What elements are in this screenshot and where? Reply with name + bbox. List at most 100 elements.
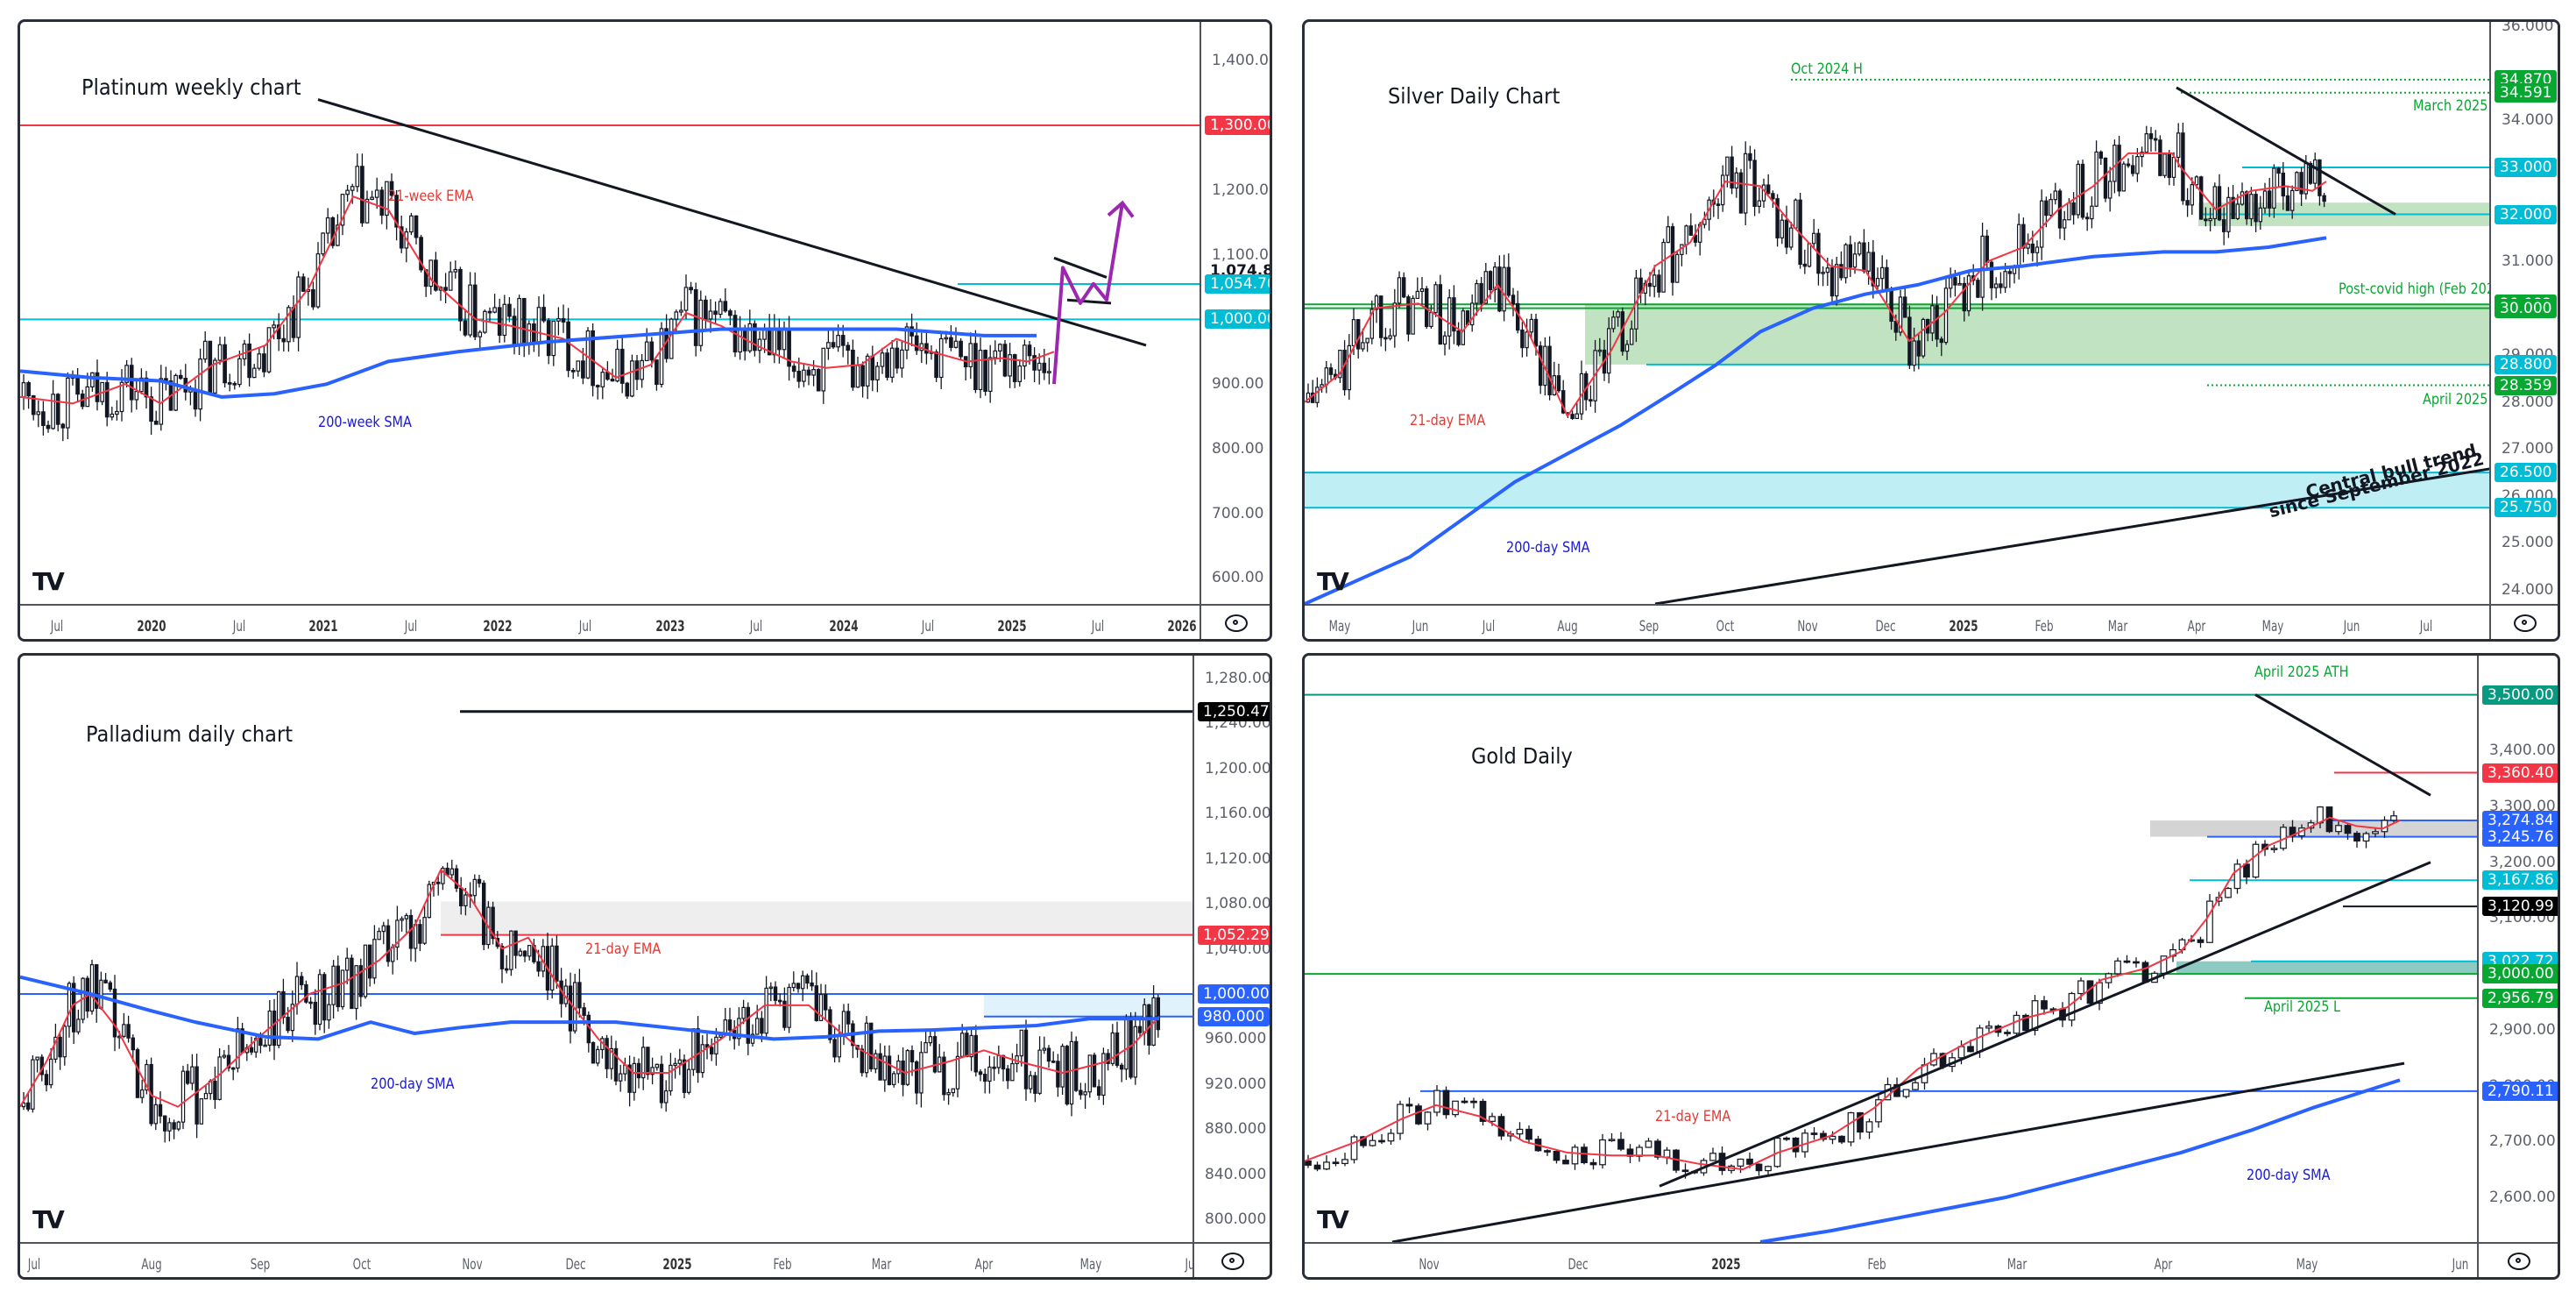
price-tag: 25.750: [2495, 498, 2558, 518]
price-tick-label: 3,200.00: [2489, 853, 2556, 871]
price-axis[interactable]: 3,400.00 3,300.00 3,200.00 3,100.00 2,900.00…: [2477, 656, 2558, 1242]
price-tag: 3,360.40: [2482, 763, 2558, 783]
chart-panel-palladium[interactable]: Palladium daily chart 21-day EMA 200-day S…: [18, 653, 1272, 1280]
chart-annotation: 21-week EMA: [388, 188, 474, 206]
price-tick-label: 880.000: [1205, 1120, 1267, 1139]
eye-settings-icon: [1221, 1253, 1244, 1270]
plot-area[interactable]: [1305, 656, 2477, 1242]
200-day-sma-line: [1305, 236, 2327, 604]
time-tick-label: Jul: [232, 618, 246, 635]
axis-settings-button[interactable]: [2477, 1242, 2558, 1277]
trendline: [1066, 298, 1112, 305]
time-tick-label: Apr: [2154, 1256, 2173, 1274]
chart-annotation: 21-day EMA: [585, 940, 662, 958]
price-tick-label: 3,400.00: [2489, 742, 2556, 760]
price-tick-label: 800.000: [1205, 1210, 1267, 1229]
tradingview-logo: TV: [1317, 567, 1349, 596]
plot-area[interactable]: [20, 656, 1192, 1242]
time-tick-label: Mar: [871, 1256, 892, 1274]
time-tick-label: 2025: [662, 1256, 692, 1274]
time-tick-label: Dec: [1568, 1256, 1589, 1274]
price-tag: 1,250.475: [1198, 701, 1270, 721]
time-tick-label: 2022: [483, 618, 513, 635]
time-tick-label: Jun: [2452, 1256, 2469, 1274]
time-tick-label: Dec: [565, 1256, 586, 1274]
chart-title: Palladium daily chart: [86, 721, 294, 747]
time-tick-label: Aug: [1557, 618, 1578, 635]
chart-annotation: Post-covid high (Feb 2021): [2339, 280, 2508, 299]
time-tick-label: Sep: [250, 1256, 271, 1274]
trendline: [1053, 256, 1108, 279]
time-tick-label: 2023: [655, 618, 685, 635]
chart-annotation: 200-day SMA: [2247, 1166, 2331, 1184]
time-tick-label: Jul: [578, 618, 592, 635]
price-tick-label: 2,900.00: [2489, 1020, 2556, 1039]
price-tick-label: 900.00: [1212, 375, 1264, 394]
price-tag: 1,054.70: [1205, 274, 1270, 295]
time-axis[interactable]: Jul Aug Sep Oct Nov Dec 2025 Feb Mar Apr May Ju: [20, 1242, 1195, 1277]
price-tag: 28.800: [2495, 354, 2558, 374]
eye-settings-icon: [1225, 614, 1248, 632]
time-tick-label: Jul: [2419, 618, 2433, 635]
price-tag: 3,120.99: [2482, 897, 2558, 917]
chart-panel-platinum[interactable]: Platinum weekly chart 21-week EMA 200-week…: [18, 19, 1272, 642]
time-tick-label: Feb: [1867, 1256, 1886, 1274]
price-tick-label: 920.000: [1205, 1075, 1267, 1093]
price-axis[interactable]: 36.00034.00031.00029.00028.00027.00026.0…: [2489, 22, 2558, 604]
trendline: [2176, 86, 2396, 216]
trendline: [1659, 861, 2431, 1188]
price-tag: 3,245.76: [2482, 827, 2558, 847]
chart-panel-silver[interactable]: Silver Daily Chart Oct 2024 H March 2025 H…: [1302, 19, 2560, 642]
price-tick-label: 1,400.00: [1212, 52, 1272, 70]
tradingview-logo: TV: [32, 567, 65, 596]
price-tick-label: 1,200.00: [1212, 181, 1272, 199]
price-tag: 34.591: [2495, 82, 2558, 103]
time-tick-label: Ju: [1185, 1256, 1195, 1274]
time-tick-label: Jul: [749, 618, 763, 635]
price-axis[interactable]: 1,280.0001,240.0001,200.0001,160.0001,12…: [1192, 656, 1271, 1242]
time-tick-label: Jul: [27, 1256, 41, 1274]
price-tick-label: 1,100.00: [1212, 245, 1272, 264]
time-axis[interactable]: Nov Dec 2025 Feb Mar Apr May Jun: [1305, 1242, 2477, 1277]
candles: [1306, 122, 2326, 421]
time-tick-label: Oct: [1716, 618, 1735, 635]
price-zone: [441, 901, 1192, 935]
21-day-ema-line: [1305, 152, 2327, 417]
arrow-head-icon: [1107, 200, 1135, 218]
time-tick-label: Oct: [352, 1256, 372, 1274]
time-tick-label: Nov: [1797, 618, 1818, 635]
chart-annotation: 200-day SMA: [1506, 538, 1590, 557]
price-zone: [1585, 304, 2489, 365]
time-tick-label: Jul: [50, 618, 64, 635]
price-zone: [2150, 820, 2477, 837]
price-tick-label: 840.000: [1205, 1165, 1267, 1183]
candles: [21, 859, 1161, 1143]
price-axis[interactable]: 1,400.00 1,200.00 1,100.00 900.00 800.00 700.…: [1200, 22, 1272, 604]
price-zone: [2176, 961, 2477, 975]
trendline: [1654, 467, 2489, 604]
price-tick-label: 27.000: [2502, 440, 2554, 458]
plot-area[interactable]: [1305, 22, 2489, 604]
axis-settings-button[interactable]: [2489, 604, 2558, 639]
price-tag: 32.000: [2495, 204, 2558, 224]
axis-settings-button[interactable]: [1200, 604, 1270, 639]
time-axis[interactable]: Jul 2020 Jul 2021 Jul 2022 Jul 2023 Jul 2024 Jul 20…: [20, 604, 1200, 639]
time-tick-label: 2025: [1949, 618, 1978, 635]
price-tick-label: 1,080.000: [1205, 895, 1271, 913]
axis-settings-button[interactable]: [1192, 1242, 1270, 1277]
time-tick-label: Nov: [462, 1256, 483, 1274]
plot-area[interactable]: [20, 22, 1200, 604]
chart-title: Silver Daily Chart: [1388, 83, 1560, 109]
price-tick-label: 1,200.000: [1205, 759, 1271, 777]
price-tag: 980.000: [1198, 1006, 1270, 1026]
price-tick-label: 24.000: [2502, 580, 2554, 599]
chart-panel-gold[interactable]: Gold Daily April 2025 ATH April 2025 L 21-d…: [1302, 653, 2560, 1280]
trendline: [1391, 1061, 2405, 1242]
price-tick-label: 3,300.00: [2489, 798, 2556, 816]
time-tick-label: Mar: [2107, 618, 2128, 635]
time-tick-label: 2021: [308, 618, 338, 635]
price-tag: 2,790.11: [2482, 1081, 2558, 1101]
time-axis[interactable]: May Jun Jul Aug Sep Oct Nov Dec 2025 Feb Mar Apr May…: [1305, 604, 2503, 639]
chart-annotation: April 2025 L: [2423, 391, 2500, 409]
price-tag: 3,000.00: [2482, 964, 2558, 984]
